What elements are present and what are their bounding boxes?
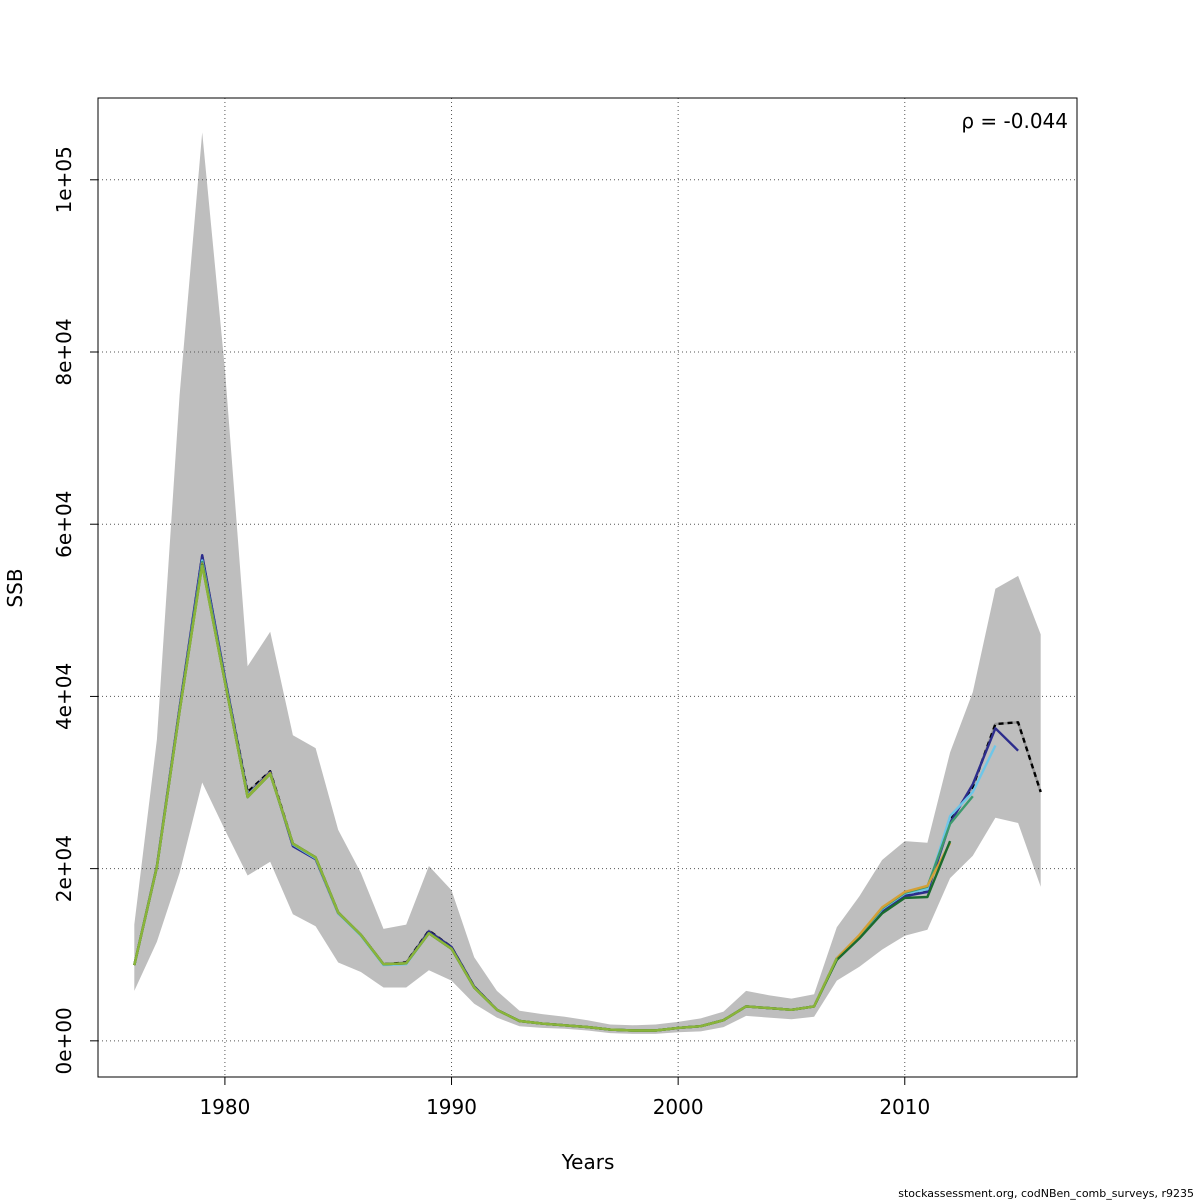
- x-tick-label-1990: 1990: [426, 1095, 477, 1119]
- y-tick-label-2: 4e+04: [52, 663, 76, 730]
- y-tick-label-1: 2e+04: [52, 835, 76, 902]
- rho-annotation: ρ = -0.044: [961, 109, 1068, 133]
- x-axis-title: Years: [561, 1150, 615, 1174]
- tick-layer: 1980 1990 2000 2010 0e+00 2e+04 4e+04 6e+04 8e+0…: [52, 146, 930, 1119]
- x-tick-label-1980: 1980: [199, 1095, 250, 1119]
- y-tick-label-3: 6e+04: [52, 491, 76, 558]
- series-layer: [133, 554, 1042, 1032]
- x-tick-label-2010: 2010: [879, 1095, 930, 1119]
- plot-frame: [97, 97, 1078, 1078]
- y-tick-label-0: 0e+00: [52, 1007, 76, 1074]
- y-tick-label-5: 1e+05: [52, 146, 76, 213]
- y-tick-label-4: 8e+04: [52, 318, 76, 385]
- y-axis-title: SSB: [3, 568, 27, 607]
- footer-note: stockassessment.org, codNBen_comb_survey…: [898, 1187, 1194, 1200]
- grid-layer: [98, 98, 1077, 1077]
- series-line-6: [133, 564, 838, 1032]
- x-tick-label-2000: 2000: [653, 1095, 704, 1119]
